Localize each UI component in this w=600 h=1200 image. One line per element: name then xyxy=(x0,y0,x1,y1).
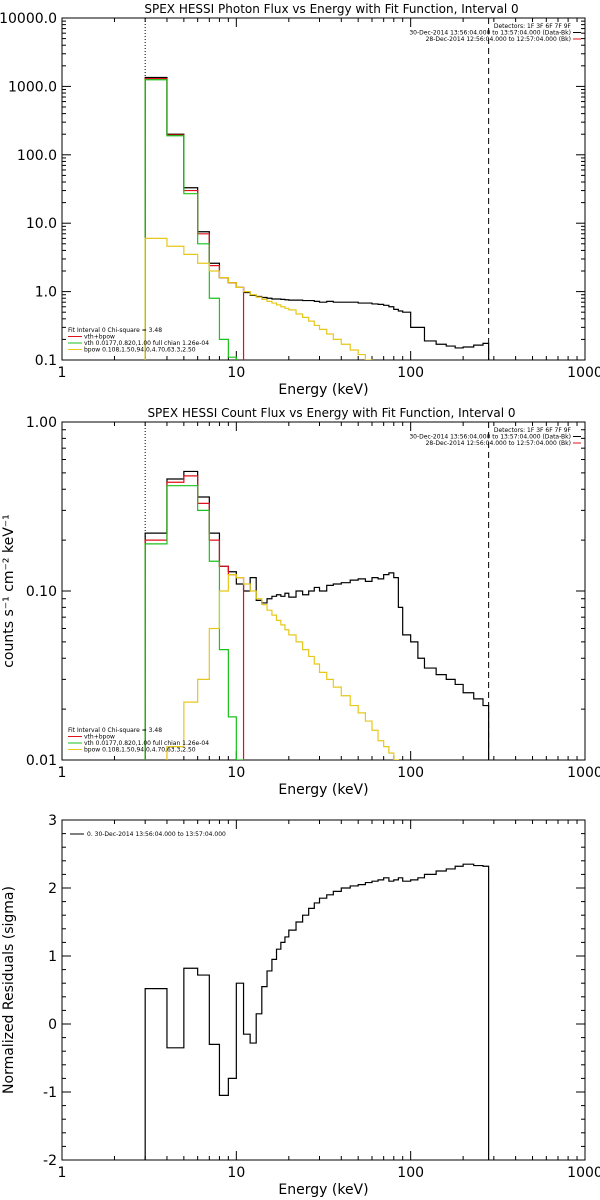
y-tick-label: -1 xyxy=(43,1085,57,1101)
chart-panel-0: SPEX HESSI Photon Flux vs Energy with Fi… xyxy=(0,2,600,398)
y-tick-label: 1.00 xyxy=(26,415,57,431)
y-tick-label: 0.10 xyxy=(26,584,57,600)
chart-title: SPEX HESSI Count Flux vs Energy with Fit… xyxy=(147,406,515,420)
series-line-1 xyxy=(144,78,245,360)
x-tick-label: 10 xyxy=(227,1165,245,1181)
series-line-2 xyxy=(144,485,245,760)
legend-bottom-text: vth+bpow xyxy=(84,734,115,741)
x-tick-label: 100 xyxy=(397,1165,424,1181)
series-line-0 xyxy=(144,76,490,360)
legend-bottom-text: bpow 0.108,1.50,94.0,4.70,63.3,2.50 xyxy=(84,747,196,754)
legend-top-text: Detectors: 1F 3F 6F 7F 9F xyxy=(494,23,572,30)
y-tick-label: 3 xyxy=(48,813,57,829)
series-line-0 xyxy=(144,863,490,1160)
y-tick-label: 1.0 xyxy=(35,285,57,301)
data-series-group xyxy=(144,863,490,1160)
x-tick-label: 1 xyxy=(58,365,67,381)
data-series-group xyxy=(144,76,490,360)
x-tick-label: 1000 xyxy=(567,765,600,781)
x-tick-label: 1 xyxy=(58,765,67,781)
x-tick-label: 1000 xyxy=(567,1165,600,1181)
legend-bottom-text: vth 0.0177,0.820,1.00 full chian 1.26e-0… xyxy=(84,340,209,347)
series-line-0 xyxy=(144,470,490,760)
series-line-1 xyxy=(144,475,245,760)
series-line-3 xyxy=(144,237,373,360)
legend-top-text: Detectors: 1F 3F 6F 7F 9F xyxy=(494,427,572,434)
legend-top-text: 30-Dec-2014 13:56:04.000 to 13:57:04.000… xyxy=(409,30,571,37)
legend-top-text: 30-Dec-2014 13:56:04.000 to 13:57:04.000… xyxy=(409,434,571,441)
chart-panel-1: SPEX HESSI Count Flux vs Energy with Fit… xyxy=(1,406,600,798)
legend-left-text: 0. 30-Dec-2014 13:56:04.000 to 13:57:04.… xyxy=(87,831,226,838)
chart-title: SPEX HESSI Photon Flux vs Energy with Fi… xyxy=(144,2,518,16)
legend-bottom-text: vth+bpow xyxy=(84,334,115,341)
x-axis-title: Energy (keV) xyxy=(278,382,368,398)
legend-bottom-text: vth 0.0177,0.820,1.00 full chian 1.26e-0… xyxy=(84,740,209,747)
x-tick-label: 1 xyxy=(58,1165,67,1181)
legend-top-text: 28-Dec-2014 12:56:04.000 to 12:57:04.000… xyxy=(426,36,571,43)
legend-top-text: 28-Dec-2014 12:56:04.000 to 12:57:04.000… xyxy=(426,440,571,447)
y-axis-title: Normalized Residuals (sigma) xyxy=(1,886,17,1094)
legend-bottom-text: Fit Interval 0 Chi-square = 3.48 xyxy=(68,327,162,334)
x-tick-label: 100 xyxy=(397,365,424,381)
plot-frame xyxy=(61,17,586,361)
x-tick-label: 100 xyxy=(397,765,424,781)
y-tick-label: -2 xyxy=(43,1153,57,1169)
y-tick-label: 0 xyxy=(48,1017,57,1033)
y-tick-label: 2 xyxy=(48,881,57,897)
y-tick-label: 10000.0 xyxy=(0,11,57,27)
y-tick-label: 0.01 xyxy=(26,753,57,769)
y-tick-label: 100.0 xyxy=(17,148,57,164)
y-tick-label: 0.1 xyxy=(35,353,57,369)
y-axis-title: counts s⁻¹ cm⁻² keV⁻¹ xyxy=(1,514,17,668)
x-axis-title: Energy (keV) xyxy=(278,1182,368,1198)
y-tick-label: 10.0 xyxy=(26,216,57,232)
y-tick-label: 1 xyxy=(48,949,57,965)
x-tick-label: 10 xyxy=(227,765,245,781)
plot-frame xyxy=(61,819,586,1161)
x-tick-label: 1000 xyxy=(567,365,600,381)
legend-bottom-text: bpow 0.108,1.50,94.0,4.70,63.3,2.50 xyxy=(84,347,196,354)
data-series-group xyxy=(144,470,490,760)
chart-panel-2: 1 10 100 1000 -2 -1 0 1 2 3 Energy (keV) Normalized… xyxy=(1,813,600,1198)
x-axis-title: Energy (keV) xyxy=(278,782,368,798)
series-line-3 xyxy=(166,574,399,760)
series-line-2 xyxy=(144,79,237,360)
x-tick-label: 10 xyxy=(227,365,245,381)
legend-bottom-text: Fit Interval 0 Chi-square = 3.48 xyxy=(68,727,162,734)
y-tick-label: 1000.0 xyxy=(8,79,57,95)
